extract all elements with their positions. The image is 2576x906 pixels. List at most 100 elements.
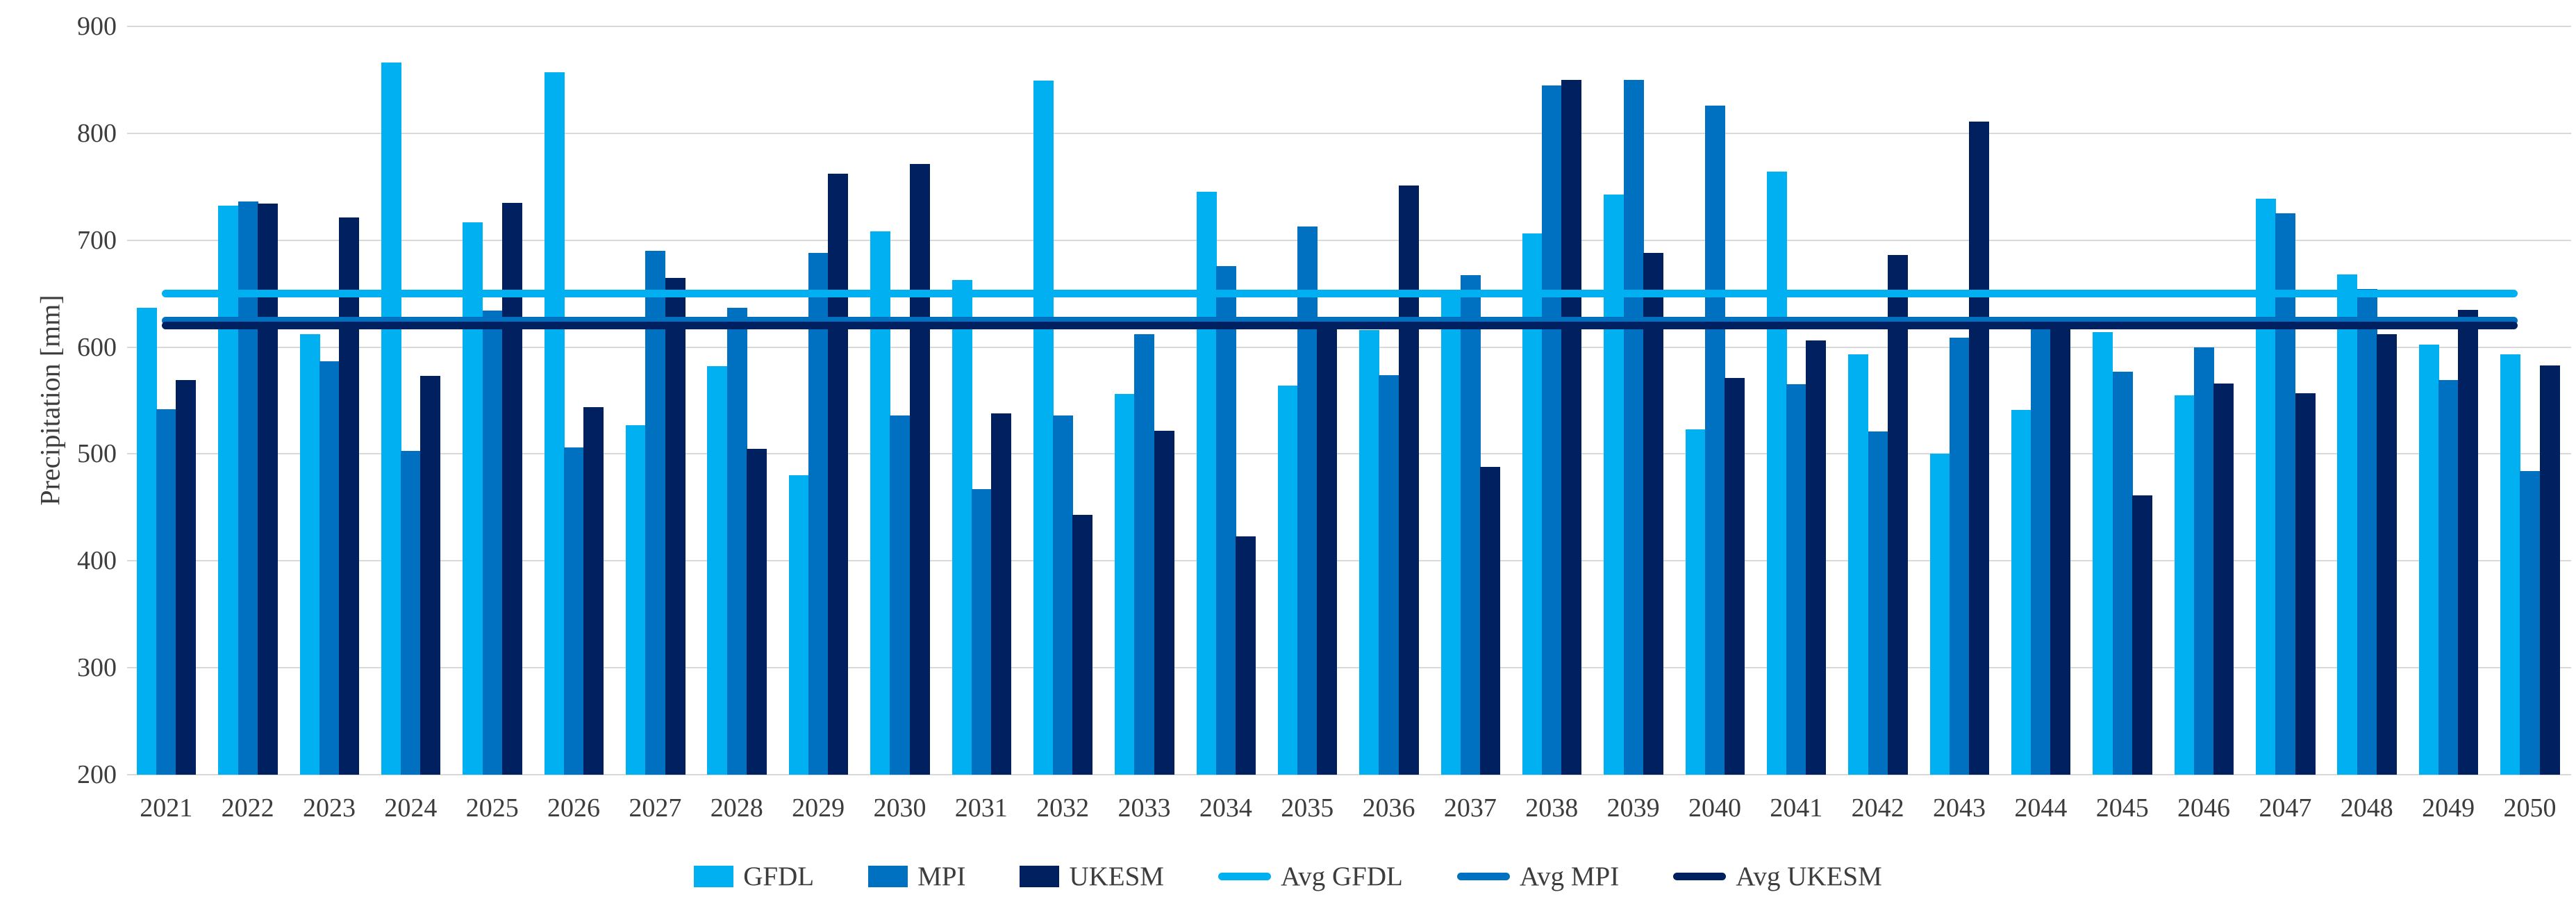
x-tick-label-2043: 2043 [1933, 793, 1986, 823]
legend-item-gfdl: GFDL [694, 861, 814, 892]
avg-line-avg-gfdl [162, 290, 2518, 298]
bar-mpi-2037 [1460, 275, 1481, 775]
bar-gfdl-2026 [544, 72, 565, 775]
bar-gfdl-2023 [299, 334, 320, 775]
bar-ukesm-2038 [1561, 79, 1582, 775]
x-tick-label-2038: 2038 [1525, 793, 1579, 823]
bar-mpi-2023 [319, 361, 340, 775]
bar-gfdl-2031 [952, 279, 972, 775]
bar-ukesm-2049 [2458, 309, 2479, 775]
legend-item-ukesm: UKESM [1020, 861, 1164, 892]
bar-gfdl-2042 [1848, 354, 1869, 775]
x-tick-label-2032: 2032 [1036, 793, 1090, 823]
bar-ukesm-2022 [257, 204, 278, 775]
bar-mpi-2043 [1949, 337, 1970, 775]
x-tick-label-2028: 2028 [710, 793, 763, 823]
legend-item-avg-ukesm: Avg UKESM [1673, 861, 1882, 892]
legend-label: GFDL [743, 861, 815, 891]
bar-gfdl-2021 [137, 307, 157, 775]
x-tick-label-2036: 2036 [1362, 793, 1415, 823]
bar-gfdl-2039 [1604, 194, 1624, 775]
bar-mpi-2031 [971, 489, 992, 775]
bar-mpi-2048 [2357, 289, 2377, 775]
bar-ukesm-2021 [176, 380, 197, 775]
bar-mpi-2047 [2275, 213, 2296, 775]
gridline-200 [127, 774, 2571, 775]
bar-ukesm-2034 [1235, 536, 1256, 775]
bar-ukesm-2047 [2295, 393, 2316, 775]
bar-mpi-2040 [1704, 105, 1725, 775]
legend-swatch-icon-ukesm [1020, 865, 1060, 887]
x-tick-label-2030: 2030 [873, 793, 926, 823]
bar-ukesm-2027 [665, 277, 685, 775]
bar-gfdl-2035 [1277, 385, 1298, 775]
x-tick-label-2049: 2049 [2422, 793, 2475, 823]
x-tick-label-2035: 2035 [1281, 793, 1334, 823]
bar-mpi-2035 [1297, 226, 1318, 775]
bar-gfdl-2030 [870, 231, 891, 775]
legend-label: Avg MPI [1519, 861, 1620, 891]
bar-gfdl-2049 [2418, 345, 2439, 775]
bar-mpi-2049 [2438, 380, 2459, 775]
gridline-300 [127, 667, 2571, 669]
x-tick-label-2047: 2047 [2259, 793, 2312, 823]
bar-ukesm-2035 [1317, 323, 1338, 775]
x-tick-label-2045: 2045 [2095, 793, 2149, 823]
bar-gfdl-2034 [1196, 192, 1217, 775]
y-tick-label-400: 400 [77, 546, 117, 576]
bar-gfdl-2033 [1115, 394, 1136, 775]
bar-ukesm-2025 [501, 202, 522, 775]
bar-mpi-2028 [726, 307, 747, 775]
bar-gfdl-2040 [1685, 429, 1706, 775]
bar-gfdl-2022 [218, 206, 239, 775]
legend-item-mpi: MPI [868, 861, 965, 892]
x-tick-label-2039: 2039 [1606, 793, 1660, 823]
x-tick-label-2021: 2021 [140, 793, 193, 823]
gridline-600 [127, 346, 2571, 348]
bar-mpi-2045 [2112, 371, 2133, 775]
gridline-400 [127, 560, 2571, 562]
bar-gfdl-2027 [626, 425, 647, 775]
bar-gfdl-2045 [2093, 332, 2113, 775]
bar-mpi-2030 [890, 415, 911, 775]
bar-mpi-2033 [1134, 334, 1155, 775]
legend-swatch-icon-mpi [868, 865, 908, 887]
bar-gfdl-2036 [1359, 329, 1380, 775]
bar-mpi-2021 [156, 409, 177, 775]
legend-line-icon-avg-mpi [1456, 872, 1510, 880]
bar-mpi-2038 [1542, 85, 1563, 775]
bar-ukesm-2044 [2050, 324, 2071, 775]
bar-mpi-2042 [1868, 431, 1888, 775]
bar-mpi-2024 [401, 450, 422, 775]
bar-mpi-2032 [1053, 415, 1074, 775]
bar-mpi-2036 [1379, 374, 1399, 775]
x-tick-label-2024: 2024 [384, 793, 438, 823]
legend-item-avg-gfdl: Avg GFDL [1218, 861, 1403, 892]
legend-line-icon-avg-gfdl [1218, 872, 1271, 880]
legend-label: Avg GFDL [1280, 861, 1403, 891]
bar-mpi-2034 [1215, 265, 1236, 775]
bar-gfdl-2028 [707, 366, 728, 775]
bar-mpi-2046 [2193, 347, 2214, 775]
y-tick-label-300: 300 [77, 653, 117, 683]
x-tick-label-2040: 2040 [1688, 793, 1741, 823]
x-tick-label-2041: 2041 [1770, 793, 1823, 823]
x-tick-label-2034: 2034 [1199, 793, 1252, 823]
bar-gfdl-2048 [2337, 274, 2358, 775]
bar-mpi-2041 [1786, 384, 1807, 775]
bar-ukesm-2028 [746, 448, 767, 775]
x-tick-label-2027: 2027 [629, 793, 682, 823]
x-tick-label-2050: 2050 [2503, 793, 2557, 823]
bar-ukesm-2024 [420, 376, 441, 775]
bar-gfdl-2046 [2174, 395, 2195, 775]
bar-mpi-2022 [238, 201, 258, 775]
x-tick-label-2033: 2033 [1117, 793, 1171, 823]
avg-line-avg-ukesm [162, 322, 2518, 330]
avg-line-avg-mpi [162, 316, 2518, 324]
bar-mpi-2050 [2520, 471, 2541, 775]
bar-gfdl-2032 [1033, 81, 1054, 775]
bar-ukesm-2039 [1643, 253, 1663, 775]
bar-mpi-2026 [563, 447, 584, 775]
bar-mpi-2044 [2031, 325, 2052, 775]
